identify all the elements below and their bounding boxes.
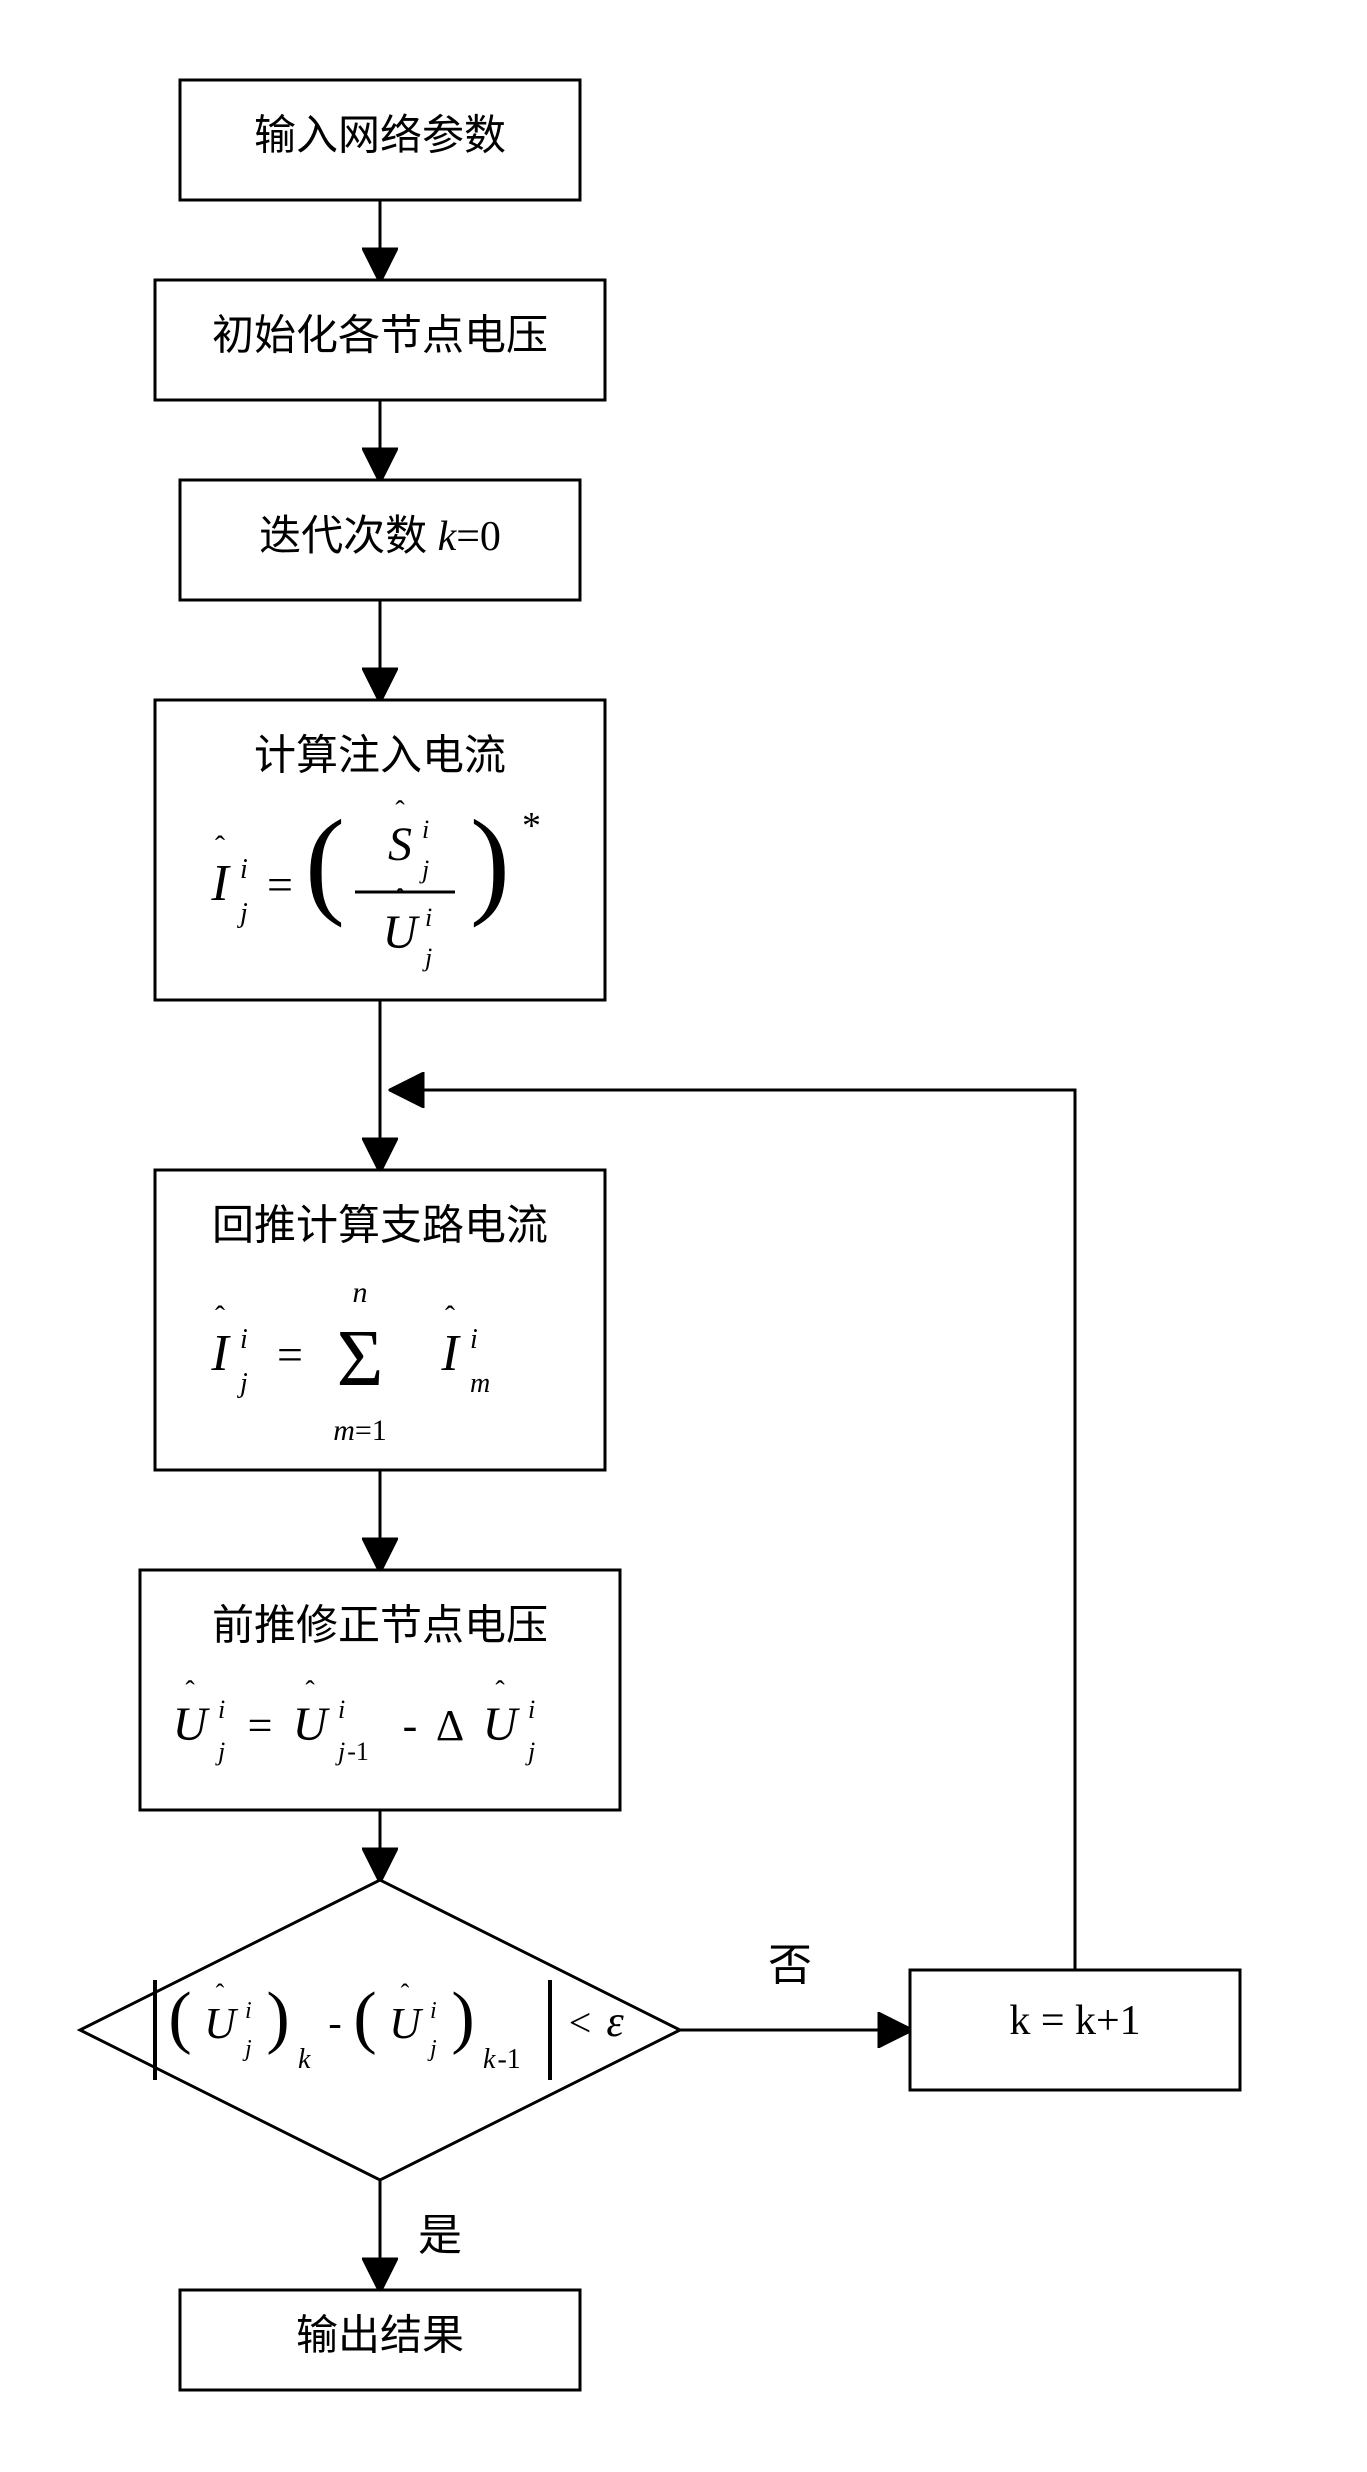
svg-text:*: * [522, 805, 541, 847]
svg-text:m: m [470, 1368, 490, 1399]
node-iter-zero-label: 迭代次数 k=0 [259, 514, 501, 560]
svg-text:ˆ: ˆ [216, 1979, 225, 2008]
svg-text:ˆ: ˆ [495, 1676, 505, 1707]
svg-text:=: = [267, 859, 293, 910]
svg-text:ˆ: ˆ [215, 1300, 225, 1333]
svg-text:Σ: Σ [337, 1315, 384, 1403]
svg-text:I: I [440, 1325, 461, 1382]
svg-text:ˆ: ˆ [185, 1676, 195, 1707]
node-forward-update-voltage: 前推修正节点电压 U ˆ i j = U ˆ i j-1 - Δ U ˆ i j [140, 1570, 620, 1810]
svg-text:i: i [338, 1695, 345, 1724]
svg-text:k: k [298, 2044, 311, 2075]
svg-text:I: I [210, 855, 231, 912]
node-backward-branch-current: 回推计算支路电流 I ˆ i j = Σ n m=1 I ˆ i m [155, 1170, 605, 1470]
svg-text:=: = [248, 1701, 273, 1750]
edge-label-no: 否 [768, 1941, 812, 1990]
svg-text:Δ: Δ [436, 1701, 464, 1750]
svg-text:i: i [470, 1324, 478, 1355]
node-iter-zero: 迭代次数 k=0 [180, 480, 580, 600]
svg-text:): ) [451, 1979, 474, 2056]
node6-title: 前推修正节点电压 [212, 1604, 548, 1650]
svg-text:j-1: j-1 [335, 1737, 369, 1766]
svg-text:ˆ: ˆ [395, 796, 405, 827]
svg-text:=: = [277, 1329, 303, 1380]
node-input-params: 输入网络参数 [180, 80, 580, 200]
svg-text:i: i [240, 1324, 248, 1355]
node-calc-inject-current: 计算注入电流 I ˆ i j = ( S ˆ i j U ˆ i j ) [155, 700, 605, 1000]
svg-text:(: ( [168, 1979, 191, 2056]
svg-text:<: < [569, 2000, 592, 2045]
svg-text:ε: ε [606, 1997, 624, 2046]
svg-text:ˆ: ˆ [215, 830, 225, 863]
svg-text:ˆ: ˆ [445, 1300, 455, 1333]
svg-text:i: i [430, 1998, 437, 2024]
svg-text:(: ( [305, 795, 345, 928]
svg-text:ˆ: ˆ [401, 1979, 410, 2008]
svg-text:): ) [470, 795, 510, 928]
svg-text:n: n [353, 1276, 368, 1309]
svg-text:(: ( [353, 1979, 376, 2056]
node5-title: 回推计算支路电流 [212, 1204, 548, 1250]
flowchart-canvas: 输入网络参数 初始化各节点电压 迭代次数 k=0 计算注入电流 I ˆ i j … [40, 40, 1367, 2432]
svg-text:ˆ: ˆ [305, 1676, 315, 1707]
svg-text:i: i [422, 815, 429, 844]
node-input-params-label: 输入网络参数 [254, 113, 506, 160]
svg-text:i: i [528, 1695, 535, 1724]
svg-text:-: - [328, 2000, 341, 2045]
node-output-result-label: 输出结果 [296, 2314, 464, 2360]
svg-text:-: - [403, 1701, 418, 1750]
node-increment-k: k = k+1 [910, 1970, 1240, 2090]
svg-text:I: I [210, 1325, 231, 1382]
node-calc-inject-current-title: 计算注入电流 [254, 733, 506, 780]
svg-text:k-1: k-1 [483, 2044, 521, 2075]
node-output-result: 输出结果 [180, 2290, 580, 2390]
svg-text:ˆ: ˆ [395, 884, 405, 915]
svg-text:i: i [240, 854, 248, 885]
svg-text:i: i [425, 903, 432, 932]
svg-text:i: i [245, 1998, 252, 2024]
edge-label-yes: 是 [418, 2211, 462, 2260]
svg-text:i: i [218, 1695, 225, 1724]
node-init-voltage: 初始化各节点电压 [155, 280, 605, 400]
node-convergence-check: ( U ˆ i j ) k - ( U ˆ i j ) k-1 < ε [80, 1880, 680, 2180]
node-increment-k-label: k = k+1 [1009, 1998, 1140, 2044]
svg-text:): ) [266, 1979, 289, 2056]
node-init-voltage-label: 初始化各节点电压 [212, 313, 548, 360]
svg-text:m=1: m=1 [333, 1414, 387, 1447]
